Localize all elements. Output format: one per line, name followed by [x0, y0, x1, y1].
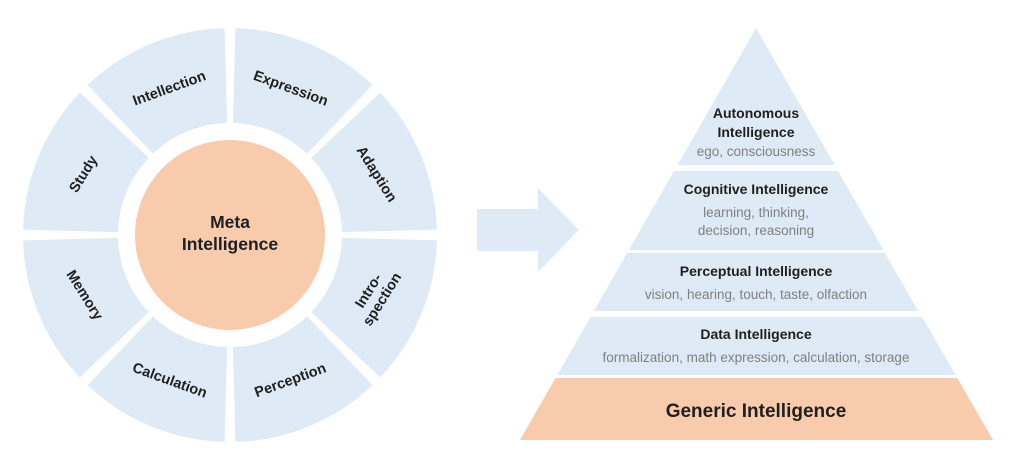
- segment-study: [23, 92, 149, 233]
- pyramid-level-autonomous: [677, 28, 835, 165]
- center-circle: [135, 140, 325, 330]
- segment-introspection: [311, 237, 437, 378]
- pyramid-level-cognitive: [628, 171, 884, 250]
- segment-expression: [232, 28, 373, 154]
- right-arrow-icon: [477, 188, 579, 272]
- segment-perception: [232, 316, 373, 442]
- segment-memory: [23, 237, 149, 378]
- segment-intellection: [87, 28, 228, 154]
- meta-intelligence-donut: Expression Adaption Intro- spection Perc…: [23, 28, 437, 442]
- segment-adaption: [311, 92, 437, 233]
- pyramid-level-generic: [520, 378, 993, 440]
- intelligence-pyramid: [520, 28, 993, 440]
- segment-calculation: [87, 316, 228, 442]
- pyramid-level-data: [557, 317, 956, 375]
- pyramid-level-perceptual: [593, 253, 919, 311]
